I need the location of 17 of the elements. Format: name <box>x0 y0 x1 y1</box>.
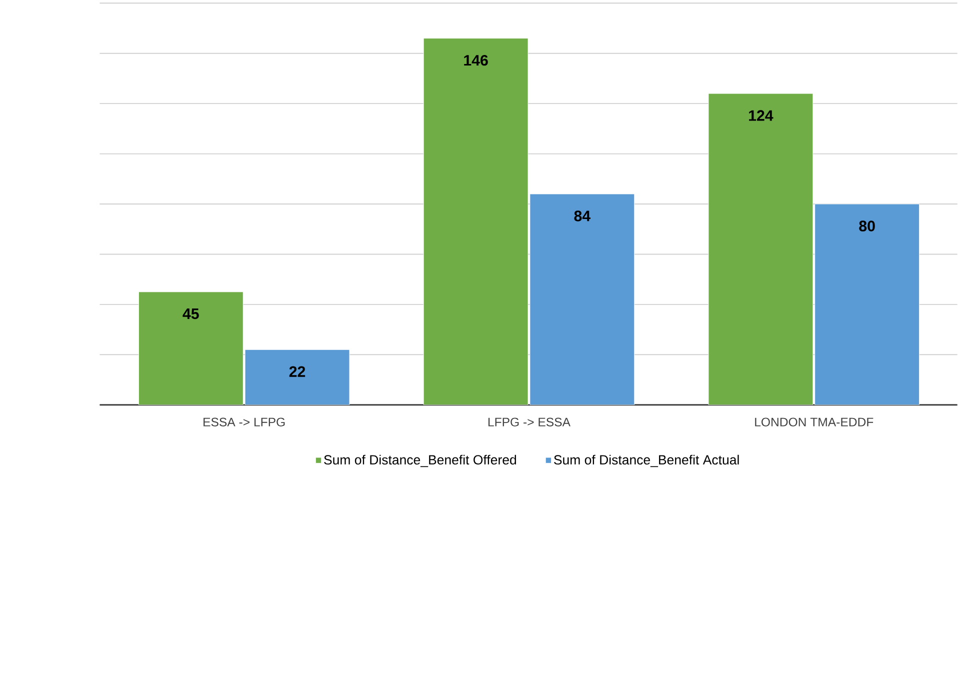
data-label: 84 <box>574 210 591 222</box>
data-label: 80 <box>859 220 875 232</box>
x-tick-label: LONDON TMA-EDDF <box>755 418 874 427</box>
data-label: 22 <box>289 366 306 378</box>
bar <box>708 93 814 406</box>
bar <box>530 194 635 406</box>
data-label: 124 <box>749 110 774 121</box>
bar <box>814 204 920 406</box>
bar <box>244 350 350 406</box>
data-label: 146 <box>464 55 488 66</box>
data-label: 45 <box>182 308 199 320</box>
legend-label: Sum of Distance_Benefit Offered <box>324 454 516 468</box>
bar <box>423 38 528 406</box>
x-tick-label: ESSA -> LFPG <box>204 418 285 427</box>
x-tick-label: LFPG -> ESSA <box>488 418 570 427</box>
legend-label: Sum of Distance_Benefit Actual <box>554 454 739 468</box>
bar <box>138 292 244 406</box>
